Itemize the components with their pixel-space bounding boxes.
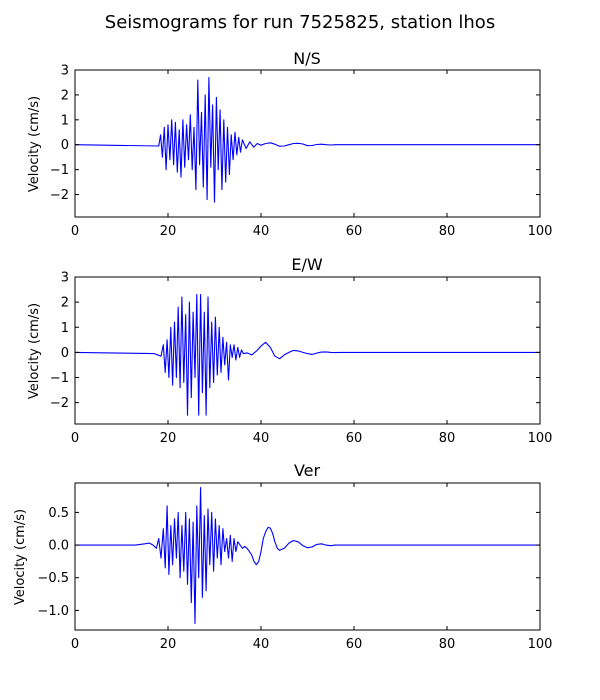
- y-tick-label: −2: [50, 396, 69, 411]
- x-tick-label: 20: [160, 637, 177, 652]
- y-tick-label: 2: [61, 88, 69, 103]
- x-tick-label: 60: [346, 431, 363, 446]
- y-tick-label: 2: [61, 296, 69, 311]
- y-tick-label: 3: [61, 64, 69, 79]
- x-tick-label: 80: [439, 431, 456, 446]
- y-tick-label: 0: [61, 346, 69, 361]
- x-tick-label: 60: [346, 637, 363, 652]
- x-tick-label: 0: [71, 431, 79, 446]
- x-tick-label: 80: [439, 224, 456, 239]
- y-tick-label: 1: [61, 113, 69, 128]
- panel-ns: N/S Velocity (cm/s) 0 20 40 60 80 100 −2 −1 0 1 2 3: [27, 49, 552, 239]
- y-tick-label: −2: [50, 188, 69, 203]
- x-tick-label: 40: [253, 637, 270, 652]
- y-tick-label: 0.5: [48, 506, 69, 521]
- panel-title: E/W: [291, 255, 323, 274]
- y-tick-label: −1.0: [37, 604, 69, 619]
- x-tick-label: 40: [253, 431, 270, 446]
- y-tick-label: 3: [61, 271, 69, 286]
- y-tick-label: −1: [50, 371, 69, 386]
- panel-title: N/S: [293, 49, 321, 68]
- y-tick-label: −1: [50, 163, 69, 178]
- x-tick-label: 60: [346, 224, 363, 239]
- x-tick-label: 0: [71, 224, 79, 239]
- panel-ver: Ver Velocity (cm/s) 0 20 40 60 80 100 −1.0 −0.5…: [13, 461, 552, 652]
- x-tick-label: 100: [528, 224, 553, 239]
- seismogram-trace: [74, 76, 540, 203]
- x-tick-label: 80: [439, 637, 456, 652]
- x-tick-label: 100: [528, 637, 553, 652]
- y-tick-label: 0: [61, 138, 69, 153]
- y-tick-label: 0.0: [48, 539, 69, 554]
- seismogram-trace: [74, 294, 540, 416]
- y-tick-label: 1: [61, 321, 69, 336]
- panel-title: Ver: [294, 461, 321, 480]
- x-tick-label: 100: [528, 431, 553, 446]
- figure-title: Seismograms for run 7525825, station lho…: [105, 12, 495, 33]
- axes-frame: [74, 276, 541, 425]
- x-tick-label: 20: [160, 224, 177, 239]
- x-tick-label: 0: [71, 637, 79, 652]
- y-axis-label: Velocity (cm/s): [13, 509, 28, 605]
- seismogram-trace: [75, 487, 540, 625]
- y-tick-label: −0.5: [37, 571, 69, 586]
- y-axis-label: Velocity (cm/s): [27, 303, 42, 399]
- x-tick-label: 40: [253, 224, 270, 239]
- axes-frame: [74, 482, 541, 631]
- x-tick-label: 20: [160, 431, 177, 446]
- y-axis-label: Velocity (cm/s): [27, 96, 42, 192]
- panel-ew: E/W Velocity (cm/s) 0 20 40 60 80 100 −2 −1 0 1 2 3: [27, 255, 552, 446]
- axes-frame: [74, 69, 541, 218]
